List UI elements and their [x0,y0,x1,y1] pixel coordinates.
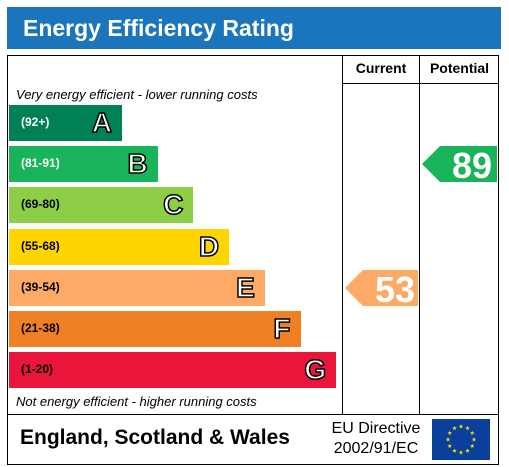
band-range-label: (39-54) [21,279,60,294]
region-label: England, Scotland & Wales [20,426,290,449]
eu-star-icon [465,448,470,453]
band-range-label: (55-68) [21,238,60,253]
title-bar: Energy Efficiency Rating [7,7,501,49]
eu-star-icon [458,450,464,455]
eu-flag-icon [432,419,490,460]
eu-star-icon [447,443,453,448]
column-header-potential: Potential [429,60,490,76]
current-rating-arrow: 53 [345,269,418,309]
band-letter: B [127,147,149,180]
chart-title: Energy Efficiency Rating [23,15,294,41]
potential-rating-value: 89 [452,145,493,187]
rating-frame [7,55,499,415]
eu-star-icon [445,437,451,442]
eu-star-icon [452,448,457,453]
band-letter: A [91,106,113,139]
potential-arrow-shape [422,146,497,183]
eu-directive-line1: EU Directive [331,420,421,437]
band-letter: G [304,353,327,386]
band-range-label: (21-38) [21,321,60,335]
eu-star-icon [471,437,477,442]
eu-star-icon [452,425,457,431]
column-header-current: Current [355,60,407,76]
note-efficient: Very energy efficient - lower running co… [16,87,258,102]
header-divider [342,83,499,84]
note-inefficient: Not energy efficient - higher running co… [16,394,257,409]
band-g: (1-20) G [9,352,337,389]
band-a: (92+) A [9,105,122,141]
divider-current [342,55,343,415]
eu-directive: EU Directive 2002/91/EC [326,419,426,459]
band-e: (39-54) E [9,269,265,306]
band-letter: D [198,230,220,263]
footer [7,415,499,465]
band-c: (69-80) C [9,187,194,224]
band-range-label: (69-80) [21,197,60,212]
band-f: (21-38) F [9,311,301,347]
band-letter: E [235,271,255,304]
band-range-label: (92+) [21,115,50,129]
band-range-label: (81-91) [21,156,60,171]
eu-star-icon [469,430,475,435]
band-letter: F [273,312,292,345]
band-letter: C [162,189,184,222]
band-d: (55-68) D [9,228,230,265]
band-b: (81-91) B [9,146,158,183]
current-rating-value: 53 [375,268,416,310]
eu-star-icon [458,424,464,429]
band-range-label: (1-20) [21,362,54,377]
eu-directive-line2: 2002/91/EC [333,440,419,457]
eu-star-icon [465,425,470,431]
eu-star-icon [447,430,453,435]
potential-rating-arrow: 89 [422,146,497,186]
current-arrow-shape [345,269,418,306]
eu-star-icon [469,443,475,448]
divider-potential [419,55,420,415]
